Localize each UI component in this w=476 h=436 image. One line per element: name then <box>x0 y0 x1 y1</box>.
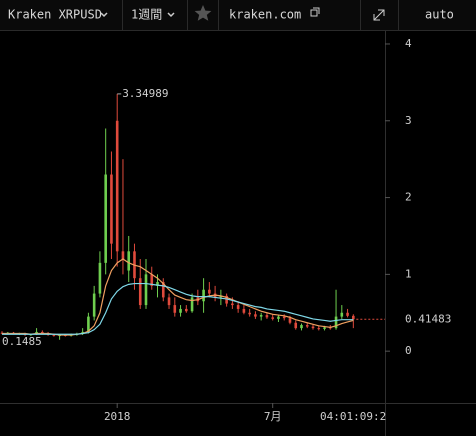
last-price-label: 0.41483 <box>405 312 451 325</box>
y-tick-label: 4 <box>405 37 412 50</box>
chevron <box>100 12 108 18</box>
toolbar <box>0 0 476 30</box>
candle-body <box>317 328 321 330</box>
candle-body <box>225 295 228 304</box>
candle-body <box>219 295 223 298</box>
candle-body <box>294 322 298 329</box>
candle-body <box>346 312 349 316</box>
y-tick-label: 1 <box>405 267 412 280</box>
candle-body <box>352 315 355 320</box>
candle-body <box>138 278 142 306</box>
candle-body <box>173 305 177 313</box>
candle-body <box>52 335 56 337</box>
candle-body <box>305 325 309 327</box>
candle-body <box>156 282 159 286</box>
y-tick-label: 3 <box>405 114 412 127</box>
copy-icon <box>310 7 320 17</box>
candle-body <box>248 312 251 315</box>
candle-body <box>87 316 90 332</box>
candle-body <box>340 312 344 317</box>
candle-body <box>127 251 131 271</box>
candle-body <box>185 308 188 312</box>
candle-body <box>121 251 125 260</box>
candle-body <box>231 303 234 306</box>
candle-body <box>271 317 274 319</box>
candle-body <box>179 308 182 313</box>
candle-body <box>167 297 171 306</box>
scale-toggle[interactable]: auto <box>425 8 454 22</box>
x-tick-label: 7月 <box>264 410 282 423</box>
y-tick-label: 0 <box>405 344 412 357</box>
moving-average <box>2 282 354 335</box>
candle-body <box>202 289 205 302</box>
candle-body <box>242 308 246 313</box>
candle-body <box>282 316 286 319</box>
market-selector[interactable]: Kraken XRPUSD <box>8 8 102 22</box>
candle-body <box>92 293 96 317</box>
candle-body <box>115 120 119 252</box>
candle-body <box>104 174 107 263</box>
candle-body <box>277 316 280 319</box>
x-tick-label: 2018 <box>104 410 131 423</box>
candle-body <box>144 274 148 306</box>
moving-average <box>2 258 354 336</box>
expand-button[interactable] <box>373 9 385 21</box>
candle-body <box>311 326 315 329</box>
candle-body <box>300 325 303 329</box>
candle-body <box>259 315 263 317</box>
candle-body <box>98 262 102 294</box>
candle-body <box>334 316 338 329</box>
candle-body <box>81 331 84 334</box>
site-link[interactable]: kraken.com <box>229 8 301 22</box>
candle-body <box>254 314 257 317</box>
candle-body <box>236 305 240 309</box>
candle-body <box>265 315 269 318</box>
candle-body <box>150 274 154 286</box>
candle-body <box>190 297 194 312</box>
y-tick-label: 2 <box>405 191 412 204</box>
candle-body <box>110 174 113 244</box>
candle-body <box>288 318 292 323</box>
candle-body <box>0 332 4 334</box>
candle-body <box>208 289 211 294</box>
low-label: 0.1485 <box>2 335 42 348</box>
candle-body <box>41 331 44 334</box>
chevron <box>167 12 175 18</box>
period-selector[interactable]: 1週間 <box>131 8 162 22</box>
candle-body <box>323 327 326 329</box>
high-label: 3.34989 <box>122 87 168 100</box>
candle-body <box>161 282 165 298</box>
star-button[interactable] <box>194 5 212 21</box>
countdown: 04:01:09:2 <box>320 410 386 423</box>
